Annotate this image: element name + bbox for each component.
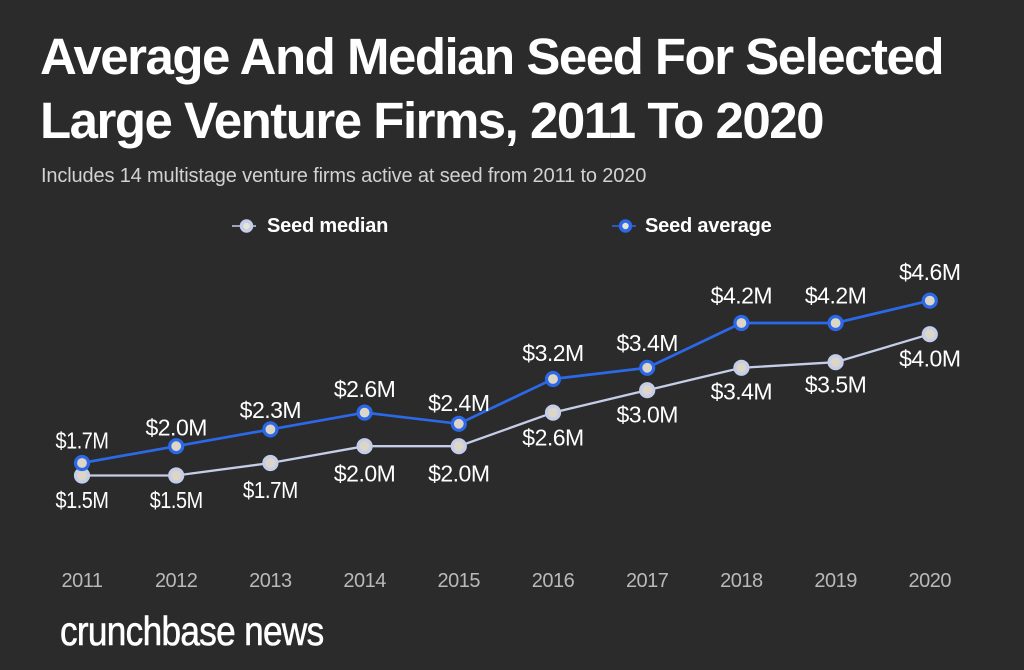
svg-text:$2.0M: $2.0M <box>334 461 395 487</box>
svg-text:$4.0M: $4.0M <box>899 346 960 372</box>
svg-text:$1.5M: $1.5M <box>56 487 109 513</box>
svg-text:$2.6M: $2.6M <box>522 425 583 451</box>
svg-text:$2.0M: $2.0M <box>428 461 489 487</box>
svg-text:2018: 2018 <box>720 570 763 592</box>
svg-text:2019: 2019 <box>814 570 857 592</box>
svg-text:$4.2M: $4.2M <box>711 283 772 309</box>
svg-text:$3.0M: $3.0M <box>616 401 677 427</box>
svg-text:$1.5M: $1.5M <box>150 487 203 513</box>
svg-text:2013: 2013 <box>249 570 292 592</box>
svg-text:Seed median: Seed median <box>267 215 388 237</box>
svg-text:$1.7M: $1.7M <box>243 477 298 503</box>
svg-text:2015: 2015 <box>438 570 481 592</box>
svg-text:$3.4M: $3.4M <box>616 330 677 356</box>
svg-text:2011: 2011 <box>61 570 102 592</box>
svg-text:$3.5M: $3.5M <box>805 371 866 397</box>
svg-text:$2.4M: $2.4M <box>428 390 489 416</box>
svg-text:2014: 2014 <box>343 570 386 592</box>
svg-text:2016: 2016 <box>532 570 575 592</box>
svg-text:$3.2M: $3.2M <box>522 340 583 366</box>
svg-text:$4.6M: $4.6M <box>899 259 960 285</box>
svg-text:Seed average: Seed average <box>645 215 772 237</box>
svg-text:2012: 2012 <box>155 570 198 592</box>
svg-text:$2.0M: $2.0M <box>145 415 206 441</box>
svg-text:2020: 2020 <box>909 570 952 592</box>
svg-text:$2.6M: $2.6M <box>334 376 395 402</box>
svg-text:$1.7M: $1.7M <box>56 428 109 454</box>
svg-text:$4.2M: $4.2M <box>805 283 866 309</box>
svg-text:2017: 2017 <box>626 570 669 592</box>
svg-text:$3.4M: $3.4M <box>711 378 772 404</box>
svg-text:$2.3M: $2.3M <box>240 397 301 423</box>
